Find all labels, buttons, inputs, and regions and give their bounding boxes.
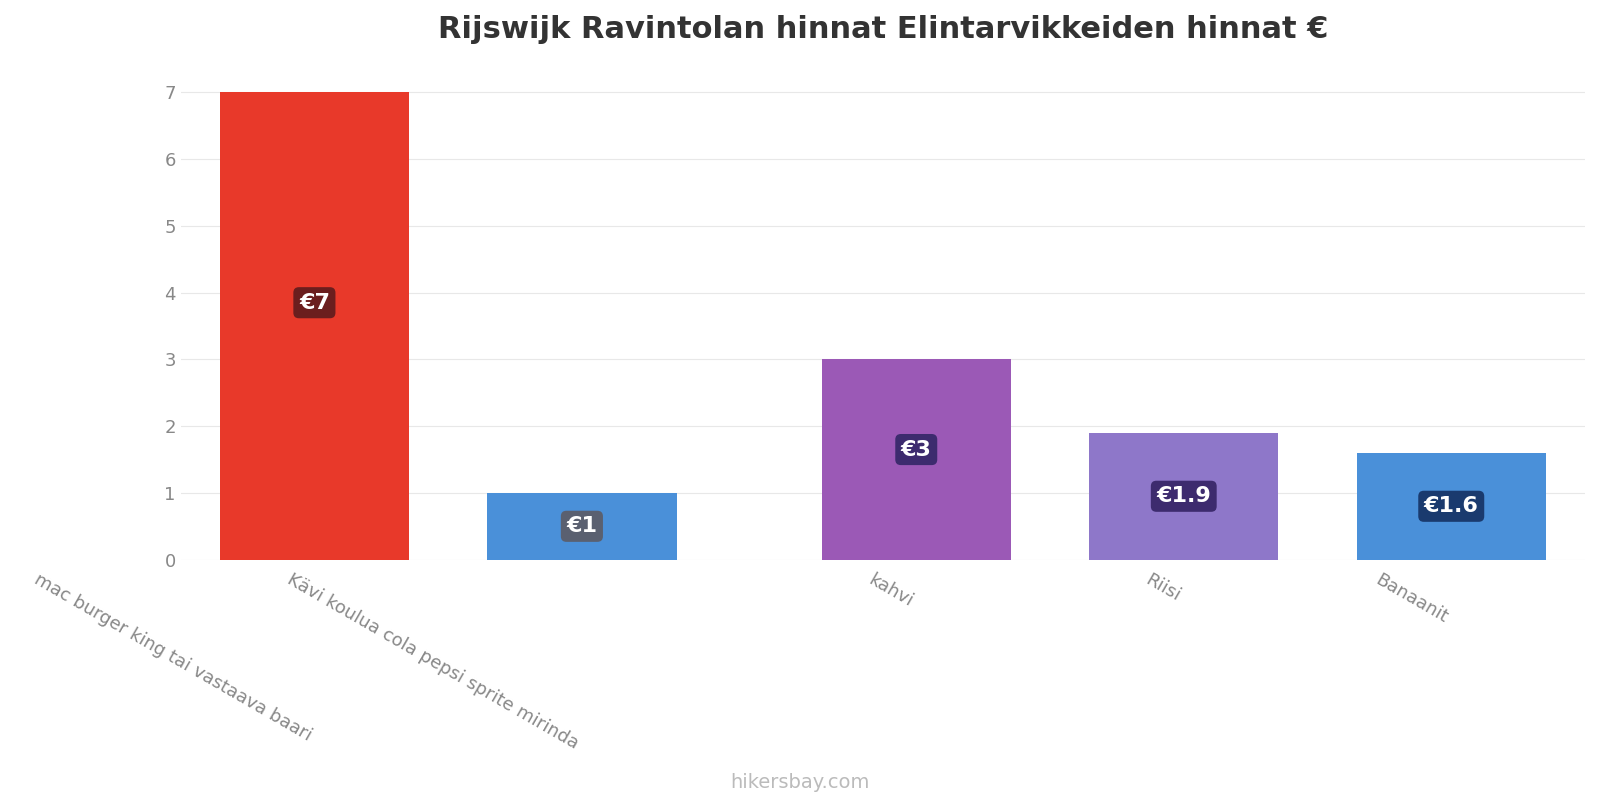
Bar [219,93,410,560]
Text: hikersbay.com: hikersbay.com [730,773,870,792]
Text: €1.9: €1.9 [1157,486,1211,506]
Text: €7: €7 [299,293,330,313]
Text: €1.6: €1.6 [1424,496,1478,516]
Bar [1090,433,1278,560]
Text: €3: €3 [901,439,931,459]
Bar [1357,453,1546,560]
Text: €1: €1 [566,516,597,536]
Bar [821,359,1011,560]
Title: Rijswijk Ravintolan hinnat Elintarvikkeiden hinnat €: Rijswijk Ravintolan hinnat Elintarvikkei… [438,15,1328,44]
Bar [486,493,677,560]
